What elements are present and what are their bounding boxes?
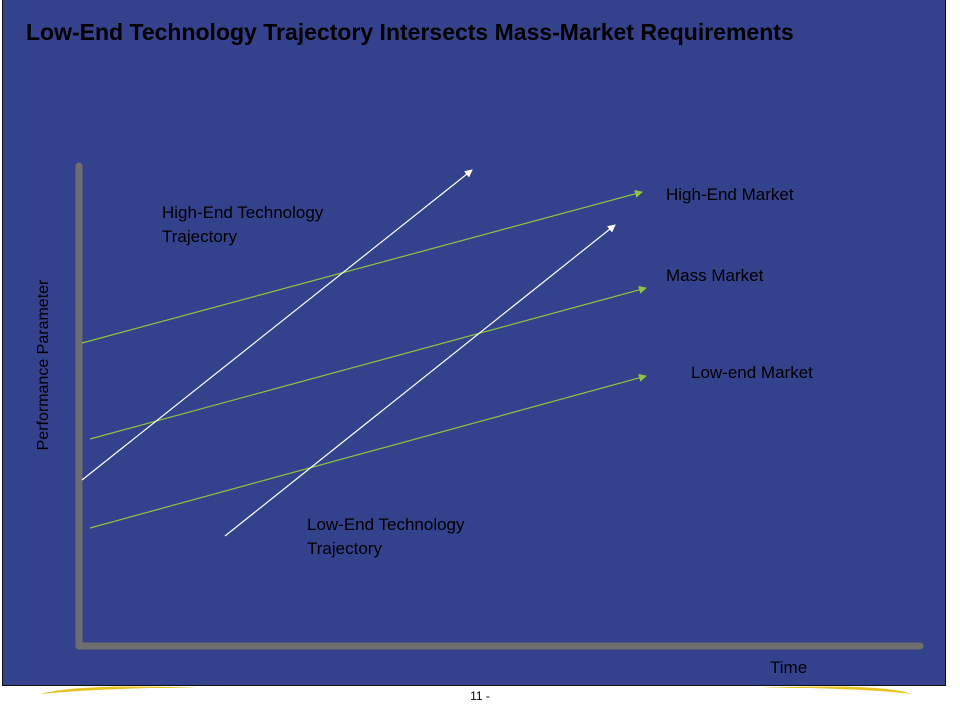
slide-background — [2, 0, 946, 686]
low-end-market-line — [89, 373, 647, 529]
footer-swoosh-left — [40, 686, 200, 694]
high-end-technology-label: High-End Technology Trajectory — [162, 201, 382, 249]
mass-market-label: Mass Market — [666, 266, 764, 285]
low-end-market-label: Low-end Market — [691, 363, 813, 382]
mass-market-line — [89, 285, 647, 440]
high-end-market-line — [81, 189, 643, 344]
low-end-technology-label-line-2: Trajectory — [307, 539, 382, 558]
y-axis-label: Performance Parameter — [35, 279, 52, 451]
high-end-technology-trajectory-line — [81, 169, 473, 481]
low-end-technology-label: Low-End Technology Trajectory — [307, 513, 527, 561]
low-end-technology-trajectory-line — [224, 224, 616, 537]
footer-swoosh-right — [760, 686, 912, 694]
low-end-technology-label-line-1: Low-End Technology — [307, 515, 465, 534]
x-axis-label: Time — [770, 658, 808, 677]
high-end-market-label: High-End Market — [666, 185, 794, 204]
page-number: 11 - — [470, 689, 490, 703]
high-end-technology-label-line-2: Trajectory — [162, 227, 237, 246]
slide-title: Low-End Technology Trajectory Intersects… — [26, 19, 794, 45]
high-end-technology-label-line-1: High-End Technology — [162, 203, 324, 222]
